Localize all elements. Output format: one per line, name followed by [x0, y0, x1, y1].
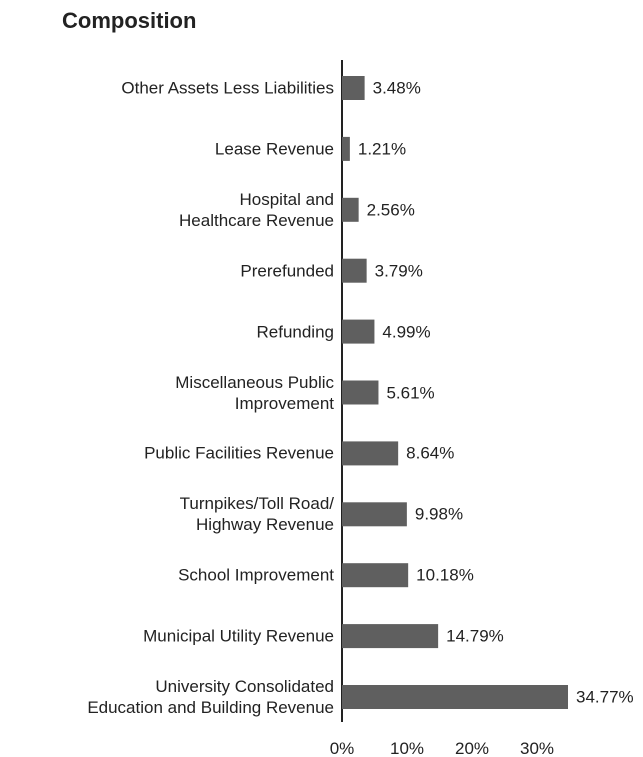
value-label: 34.77%: [576, 687, 634, 707]
value-label: 8.64%: [406, 443, 455, 463]
value-label: 14.79%: [446, 626, 504, 646]
value-label: 3.79%: [374, 261, 423, 281]
category-label: University Consolidated Education and Bu…: [87, 677, 334, 717]
x-tick-label: 10%: [389, 739, 425, 757]
bar: [342, 624, 439, 649]
bar: [342, 319, 375, 344]
category-label: Prerefunded: [240, 261, 334, 281]
bar: [342, 685, 569, 709]
x-tick-label: 0%: [329, 739, 355, 757]
bar: [342, 258, 367, 283]
category-label: Lease Revenue: [214, 139, 334, 159]
x-tick-label: 20%: [454, 739, 490, 757]
category-label: Refunding: [256, 322, 334, 342]
bar: [342, 136, 350, 161]
bar: [342, 502, 407, 527]
value-label: 3.48%: [372, 78, 421, 98]
value-label: 4.99%: [382, 322, 431, 342]
value-label: 5.61%: [386, 383, 435, 402]
bar: [342, 76, 365, 100]
bar: [342, 380, 379, 405]
value-label: 2.56%: [366, 200, 415, 220]
value-label: 10.18%: [416, 565, 474, 585]
value-label: 1.21%: [357, 139, 407, 159]
bar: [342, 441, 399, 466]
category-label: Public Facilities Revenue: [144, 443, 334, 463]
category-label: School Improvement: [178, 565, 334, 585]
chart-title: Composition: [62, 8, 197, 33]
x-tick-label: 30%: [519, 739, 555, 757]
bar: [342, 197, 359, 222]
category-label: Other Assets Less Liabilities: [121, 78, 334, 98]
value-label: 9.98%: [414, 504, 464, 524]
category-label: Municipal Utility Revenue: [143, 626, 334, 646]
bar: [342, 563, 409, 588]
category-label: Miscellaneous Public Improvement: [175, 372, 334, 413]
category-label: Hospital and Healthcare Revenue: [179, 189, 334, 230]
category-label: Turnpikes/Toll Road/ Highway Revenue: [179, 494, 334, 535]
